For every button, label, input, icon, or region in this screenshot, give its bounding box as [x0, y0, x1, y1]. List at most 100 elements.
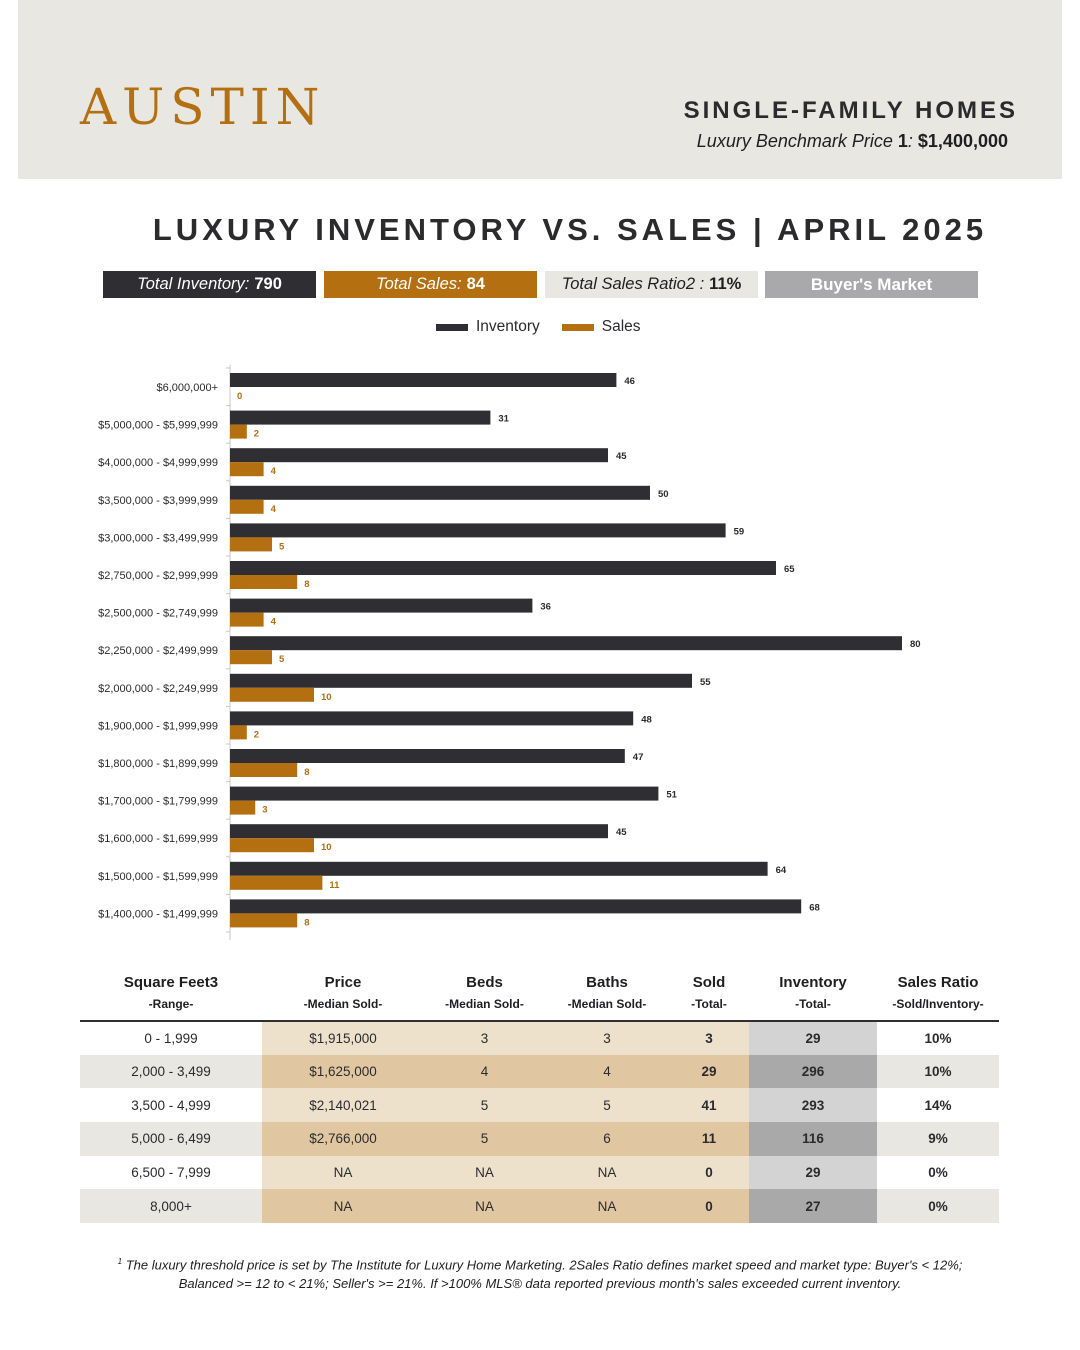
table-cell: 29 [669, 1054, 749, 1089]
inventory-data-label: 51 [666, 790, 677, 801]
inventory-data-label: 45 [616, 827, 627, 838]
table-cell: 3 [424, 1021, 545, 1055]
table-row: 3,500 - 4,999 $2,140,021 5 5 41 293 14% [80, 1088, 999, 1123]
table-cell: 2,000 - 3,499 [80, 1054, 262, 1089]
sales-data-label: 2 [254, 429, 259, 440]
inventory-bar [230, 448, 608, 463]
sales-bar [230, 725, 247, 740]
table-header-title: Beds [466, 974, 503, 991]
footnote-text-1: The luxury threshold price is set by The… [122, 1257, 963, 1273]
inventory-bar [230, 711, 634, 726]
sales-data-label: 10 [321, 842, 332, 853]
table-header-subtitle: -Median Sold- [567, 997, 647, 1011]
table-cell: NA [545, 1155, 669, 1190]
table-header-cell: Beds -Median Sold- [424, 972, 545, 1021]
table-header-cell: Sales Ratio -Sold/Inventory- [877, 972, 999, 1021]
table-cell: 11 [669, 1122, 749, 1156]
total-sales-ratio-value: 11% [709, 275, 742, 293]
table-cell: 0 - 1,999 [80, 1021, 262, 1055]
sales-data-label: 4 [271, 617, 277, 628]
table-cell: 4 [545, 1054, 669, 1089]
sales-data-label: 3 [262, 805, 267, 816]
header-band [18, 0, 1062, 179]
table-cell: 8,000+ [80, 1189, 262, 1224]
table-header-title: Sold [692, 974, 726, 991]
category-label: $2,250,000 - $2,499,999 [98, 645, 218, 657]
category-label: $6,000,000+ [157, 382, 218, 394]
table-cell: 3 [669, 1021, 749, 1055]
inventory-bar [230, 410, 491, 425]
table-cell: 0 [669, 1155, 749, 1190]
sales-bar [230, 913, 298, 928]
table-cell: 10% [877, 1021, 999, 1055]
sales-bar [230, 687, 314, 702]
stats-table: Square Feet3 -Range- Price -Median Sold- Bed… [80, 972, 999, 1224]
table-cell: 5 [424, 1122, 545, 1156]
footnote-line-1: 1 The luxury threshold price is set by T… [100, 1252, 980, 1274]
table-cell: 0% [877, 1189, 999, 1224]
table-cell: $1,915,000 [262, 1021, 424, 1055]
legend-item-sales: Sales [561, 318, 641, 336]
sales-data-label: 8 [304, 917, 309, 928]
table-row: 8,000+ NA NA NA 0 27 0% [80, 1189, 999, 1224]
total-inventory-label: Total Inventory: [137, 275, 250, 293]
category-label: $5,000,000 - $5,999,999 [98, 420, 218, 432]
sales-data-label: 8 [304, 767, 309, 778]
benchmark-label: Luxury Benchmark Price [696, 131, 898, 151]
table-header-subtitle: -Range- [148, 997, 194, 1011]
sales-data-label: 0 [237, 391, 242, 402]
table-cell: 6,500 - 7,999 [80, 1155, 262, 1190]
inventory-data-label: 36 [540, 602, 551, 613]
table-cell: $2,766,000 [262, 1122, 424, 1156]
table-row: 2,000 - 3,499 $1,625,000 4 4 29 296 10% [80, 1054, 999, 1089]
category-label: $1,700,000 - $1,799,999 [98, 796, 218, 808]
sales-bar [230, 499, 264, 514]
chart-legend: Inventory Sales [436, 318, 663, 336]
table-cell: 0% [877, 1155, 999, 1190]
table-body: 0 - 1,999 $1,915,000 3 3 3 29 10% 2,000 - 3,499… [80, 1021, 999, 1224]
legend-item-inventory: Inventory [436, 318, 540, 336]
inventory-bar [230, 598, 533, 613]
table-cell: 3,500 - 4,999 [80, 1088, 262, 1123]
sales-bar [230, 462, 264, 477]
sales-bar [230, 424, 247, 439]
table-cell: NA [545, 1189, 669, 1224]
sales-bar [230, 838, 314, 853]
table-cell: $1,625,000 [262, 1054, 424, 1089]
table-row: 6,500 - 7,999 NA NA NA 0 29 0% [80, 1155, 999, 1190]
table-header-subtitle: -Sold/Inventory- [892, 997, 984, 1011]
total-sales-value: 84 [466, 275, 485, 293]
category-label: $3,500,000 - $3,999,999 [98, 495, 218, 507]
table-cell: 0 [669, 1189, 749, 1224]
sales-data-label: 11 [329, 880, 340, 891]
table-header-cell: Inventory -Total- [749, 972, 877, 1021]
total-inventory-box: Total Inventory: 790 [103, 271, 316, 298]
table-cell: 3 [545, 1021, 669, 1055]
table-cell: 29 [749, 1021, 877, 1055]
table-cell: NA [262, 1155, 424, 1190]
inventory-bar [230, 861, 768, 876]
sales-bar [230, 800, 256, 815]
table-cell: 14% [877, 1088, 999, 1123]
sales-data-label: 10 [321, 692, 332, 703]
inventory-bar [230, 824, 608, 839]
inventory-data-label: 59 [734, 526, 745, 537]
inventory-bar [230, 786, 659, 801]
market-type-badge: Buyer's Market [765, 271, 978, 298]
total-sales-ratio-box: Total Sales Ratio2 : 11% [545, 271, 758, 298]
legend-swatch-inventory [436, 323, 468, 331]
category-label: $2,500,000 - $2,749,999 [98, 608, 218, 620]
sales-bar [230, 875, 323, 890]
table-cell: 5 [424, 1088, 545, 1123]
footnote-ref: 1 [117, 1257, 123, 1266]
table-cell: NA [262, 1189, 424, 1224]
table-header-title: Inventory [779, 974, 847, 991]
table-header-title: Square Feet3 [123, 974, 219, 991]
inventory-data-label: 45 [616, 451, 627, 462]
sales-data-label: 8 [304, 579, 309, 590]
inventory-data-label: 68 [809, 902, 820, 913]
total-sales-box: Total Sales: 84 [324, 271, 537, 298]
report-title: LUXURY INVENTORY VS. SALES | APRIL 2025 [152, 212, 988, 247]
sales-data-label: 4 [271, 504, 277, 515]
footnote: 1 The luxury threshold price is set by T… [100, 1252, 980, 1293]
